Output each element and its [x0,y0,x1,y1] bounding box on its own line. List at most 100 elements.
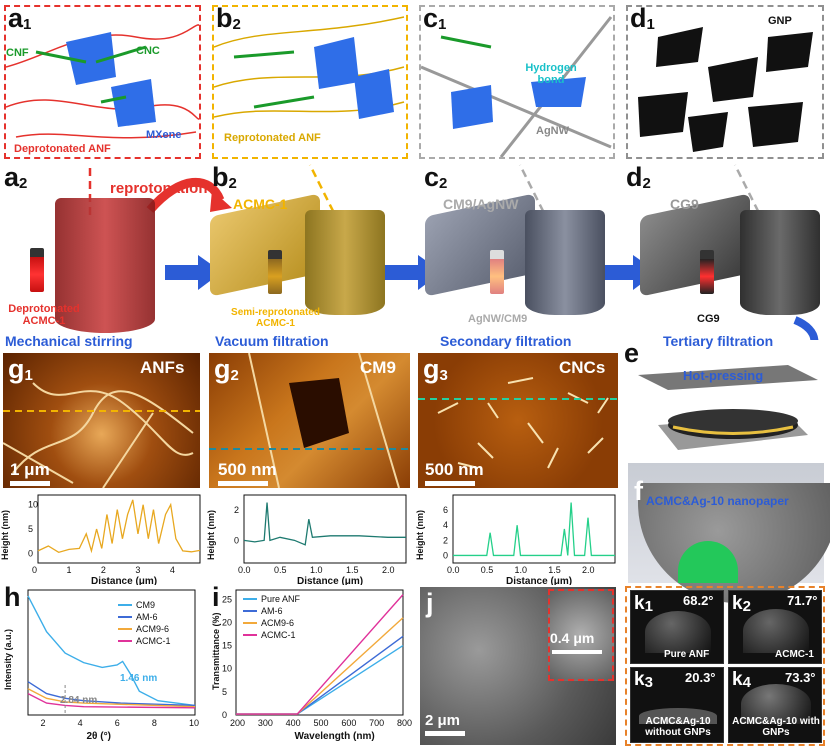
g2-scale-label: 500 nm [218,460,277,479]
x-tick-label: 2 [101,565,106,575]
j-label: j [426,588,434,618]
panel-a1: a1 CNF CNC MXene Deprotonated ANF [4,3,202,159]
plot-frame [37,494,201,564]
annotation-1-46nm: 1.46 nm [120,673,157,684]
x-axis-label: 2θ (°) [87,731,111,742]
g3-profile-chart: 0.0 0.5 1.0 1.5 2.0 0 2 4 6 Distance (μm) Height (… [415,494,616,585]
afm-image-g3 [418,353,618,488]
g2-profile-chart: 0.0 0.5 1.0 1.5 2.0 0 2 Distance (μm) Height (nm… [206,494,407,585]
k2-name: ACMC-1 [775,649,814,660]
series-line-1 [27,681,196,707]
legend-label: AM-6 [136,612,158,622]
g3-scale-label: 500 nm [425,460,484,479]
panel-c1: c1 Hydrogen bond AgNW [419,5,615,159]
a1-label: a1 [8,3,32,33]
g1-title: ANFs [140,358,185,377]
annotation-2-84nm: 2.84 nm [60,695,97,706]
x-tick-label: 500 [314,718,329,728]
plot-frame [27,589,196,716]
x-tick-label: 0 [32,565,37,575]
funnel-b2 [305,210,385,315]
y-tick-label: 10 [222,664,232,674]
y-tick-label: 25 [222,594,232,604]
y-axis-label: Height (nm) [0,510,10,560]
x-tick-label: 2.0 [582,565,595,575]
vial-c2 [490,250,504,294]
k3-label: k3 [634,669,653,691]
title-d2: CG9 [670,196,699,212]
vial-d2-label: CG9 [697,313,720,325]
x-tick-label: 10 [189,718,199,728]
hydrogen-bond-label: Hydrogen bond [525,62,577,86]
series-line-0 [27,595,196,707]
plot-frame [452,494,616,564]
d1-schematic [638,27,813,152]
d1-label: d1 [630,3,655,33]
x-tick-label: 0.5 [274,565,287,575]
k2-angle: 71.7° [787,593,818,608]
b1-label: b2 [216,3,241,33]
y-tick-label: 2 [234,505,239,515]
gnp-label: GNP [768,15,792,27]
x-axis-label: Wavelength (nm) [295,731,375,742]
vial-a2-label: Deprotonated ACMC-1 [8,303,80,327]
k4-name: ACMC&Ag-10 with GNPs [732,716,820,738]
funnel-c2 [525,210,605,315]
x-tick-label: 4 [170,565,175,575]
title-b2: ACMC-1 [233,196,288,212]
x-axis-label: Distance (μm) [91,576,157,585]
k4-label: k4 [732,669,751,691]
legend-label: ACM9-6 [136,624,169,634]
legend-label: CM9 [136,600,155,610]
c1-schematic [420,16,613,158]
y-axis-label: Transmittance (%) [211,612,221,690]
k1-label: k1 [634,593,653,615]
y-axis-label: Height (nm) [415,510,425,560]
hot-press-illustration [638,365,818,450]
k3-angle: 20.3° [685,670,716,685]
g1-scale-bar [10,481,50,486]
x-tick-label: 1.5 [548,565,561,575]
x-axis-label: Distance (μm) [297,576,363,585]
afm-image-g2 [209,352,410,489]
x-tick-label: 700 [369,718,384,728]
f-label: f [634,476,643,506]
series-line-3 [236,594,404,715]
vial-a2 [30,248,44,292]
x-tick-label: 600 [341,718,356,728]
x-tick-label: 1 [66,565,71,575]
c1-label: c1 [423,3,447,33]
k1-angle: 68.2° [683,593,714,608]
profile-line [453,502,615,557]
caption-f: ACMC&Ag-10 nanopaper [646,494,789,508]
h-xrd-chart: CM9 AM-6 ACM9-6 ACMC-1 2 4 6 8 10 2θ (°) Intensity… [3,589,199,742]
j-scale1-bar [425,731,465,736]
d2-label: d2 [626,162,651,192]
a2-label: a2 [4,162,28,192]
y-tick-label: 5 [28,524,33,534]
i-label: i [212,582,220,612]
x-tick-label: 0.0 [238,565,251,575]
y-tick-label: 6 [443,505,448,515]
y-axis-label: Intensity (a.u.) [3,629,13,690]
caption-d2: Tertiary filtration [663,333,774,349]
y-tick-label: 2 [443,535,448,545]
x-tick-label: 200 [230,718,245,728]
k2-label: k2 [732,593,751,615]
caption-a2: Mechanical stirring [5,333,133,349]
y-tick-label: 5 [222,687,227,697]
k3-name: ACMC&Ag-10 without GNPs [645,716,711,738]
beaker [55,198,155,333]
k2-droplet-image [728,590,822,664]
k-panel-frame [625,586,825,746]
k3-droplet-image [630,667,724,743]
y-tick-label: 15 [222,641,232,651]
legend-label: AM-6 [261,606,283,616]
j-scale2-bar [552,650,602,654]
j-scale2-label: 0.4 μm [550,630,595,646]
a1-schematic [5,24,202,139]
cnf-label: CNF [6,47,29,59]
x-tick-label: 1.0 [515,565,528,575]
x-tick-label: 3 [135,565,140,575]
x-tick-label: 2 [41,718,46,728]
